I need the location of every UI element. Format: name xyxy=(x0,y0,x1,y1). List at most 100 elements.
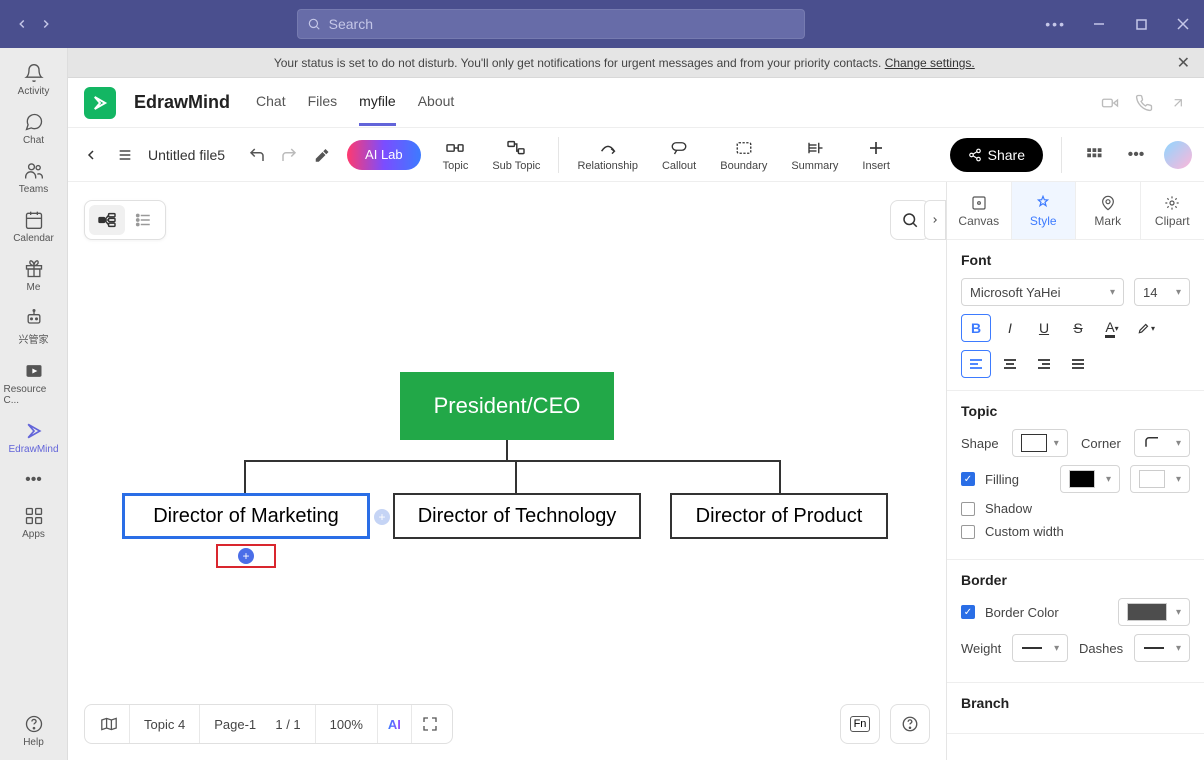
redo-button[interactable] xyxy=(275,141,303,169)
add-child-button[interactable]: + xyxy=(238,548,254,564)
border-section: Border ✓ Border Color ▾ Weight ▾ Dashes … xyxy=(947,560,1204,683)
highlight-button[interactable]: ▾ xyxy=(1131,314,1161,342)
rail-activity[interactable]: Activity xyxy=(4,58,64,101)
align-justify-button[interactable] xyxy=(1063,350,1093,378)
align-right-button[interactable] xyxy=(1029,350,1059,378)
rail-teams[interactable]: Teams xyxy=(4,156,64,199)
minimap-button[interactable] xyxy=(89,705,130,743)
tool-subtopic[interactable]: Sub Topic xyxy=(482,138,550,172)
font-family-select[interactable]: Microsoft YaHei▾ xyxy=(961,278,1124,306)
filling-color2-select[interactable]: ▾ xyxy=(1130,465,1190,493)
tab-files[interactable]: Files xyxy=(308,79,338,126)
font-size-select[interactable]: 14▾ xyxy=(1134,278,1190,306)
maximize-button[interactable] xyxy=(1132,15,1150,33)
node-director-technology[interactable]: Director of Technology xyxy=(393,493,641,539)
bell-icon xyxy=(23,62,45,84)
tab-chat[interactable]: Chat xyxy=(256,79,286,126)
mindmap-view-button[interactable] xyxy=(89,205,125,235)
bold-button[interactable]: B xyxy=(961,314,991,342)
tool-summary[interactable]: Summary xyxy=(781,138,848,172)
tool-callout[interactable]: Callout xyxy=(652,138,706,172)
status-zoom[interactable]: 100% xyxy=(316,705,378,743)
tool-boundary[interactable]: Boundary xyxy=(710,138,777,172)
plus-icon xyxy=(866,138,886,158)
nav-forward[interactable] xyxy=(36,14,56,34)
bordercolor-select[interactable]: ▾ xyxy=(1118,598,1190,626)
bordercolor-checkbox[interactable]: ✓ xyxy=(961,605,975,619)
notification-close[interactable]: ✕ xyxy=(1177,53,1190,73)
corner-select[interactable]: ▾ xyxy=(1134,429,1190,457)
rail-me[interactable]: Me xyxy=(4,254,64,297)
help-canvas-button[interactable] xyxy=(890,704,930,744)
ai-button[interactable]: AI xyxy=(378,705,412,743)
status-topic[interactable]: Topic 4 xyxy=(130,705,200,743)
dashes-select[interactable]: ▾ xyxy=(1134,634,1190,662)
notification-link[interactable]: Change settings. xyxy=(885,56,975,70)
video-icon[interactable] xyxy=(1100,93,1120,113)
share-button[interactable]: Share xyxy=(950,138,1043,172)
toolbar-more-icon[interactable]: ••• xyxy=(1122,141,1150,169)
node-director-marketing[interactable]: Director of Marketing xyxy=(122,493,370,539)
add-sibling-button[interactable]: + xyxy=(374,509,390,525)
underline-button[interactable]: U xyxy=(1029,314,1059,342)
popout-icon[interactable] xyxy=(1168,93,1188,113)
app-header: EdrawMind Chat Files myfile About xyxy=(68,78,1204,128)
phone-icon[interactable] xyxy=(1134,93,1154,113)
user-avatar[interactable] xyxy=(1164,141,1192,169)
panel-collapse-button[interactable] xyxy=(924,200,946,240)
toolbar-menu[interactable] xyxy=(114,144,136,166)
canvas[interactable]: President/CEO Director of Marketing + + … xyxy=(68,182,946,760)
rail-help[interactable]: Help xyxy=(4,709,64,752)
status-page[interactable]: Page-1 1 / 1 xyxy=(200,705,315,743)
grid-icon[interactable] xyxy=(1080,141,1108,169)
minimize-button[interactable] xyxy=(1090,15,1108,33)
font-color-button[interactable]: A▾ xyxy=(1097,314,1127,342)
rail-more[interactable]: ••• xyxy=(4,465,64,495)
italic-button[interactable]: I xyxy=(995,314,1025,342)
filling-checkbox[interactable]: ✓ xyxy=(961,472,975,486)
align-left-button[interactable] xyxy=(961,350,991,378)
search-input[interactable] xyxy=(329,16,795,32)
rail-calendar[interactable]: Calendar xyxy=(4,205,64,248)
tool-topic[interactable]: Topic xyxy=(433,138,479,172)
undo-button[interactable] xyxy=(243,141,271,169)
panel-tab-canvas[interactable]: Canvas xyxy=(947,182,1012,239)
fn-button[interactable]: Fn xyxy=(840,704,880,744)
panel-tab-style[interactable]: Style xyxy=(1012,182,1077,239)
rail-edrawmind[interactable]: EdrawMind xyxy=(4,416,64,459)
node-director-product[interactable]: Director of Product xyxy=(670,493,888,539)
rail-chat[interactable]: Chat xyxy=(4,107,64,150)
rail-xgj[interactable]: 兴管家 xyxy=(4,303,64,350)
boundary-icon xyxy=(734,138,754,158)
weight-select[interactable]: ▾ xyxy=(1012,634,1068,662)
tab-about[interactable]: About xyxy=(418,79,455,126)
node-ceo[interactable]: President/CEO xyxy=(400,372,614,440)
global-search[interactable] xyxy=(297,9,805,39)
toolbar-back[interactable] xyxy=(80,144,102,166)
chat-icon xyxy=(23,111,45,133)
tool-relationship[interactable]: Relationship xyxy=(567,138,648,172)
callout-icon xyxy=(669,138,689,158)
panel-tab-clipart[interactable]: Clipart xyxy=(1141,182,1204,239)
rail-apps[interactable]: Apps xyxy=(4,501,64,544)
tool-insert[interactable]: Insert xyxy=(852,138,900,172)
filename[interactable]: Untitled file5 xyxy=(148,147,225,163)
panel-tab-mark[interactable]: Mark xyxy=(1076,182,1141,239)
shape-select[interactable]: ▾ xyxy=(1012,429,1068,457)
align-center-button[interactable] xyxy=(995,350,1025,378)
close-button[interactable] xyxy=(1174,15,1192,33)
format-painter-button[interactable] xyxy=(307,141,335,169)
fullscreen-button[interactable] xyxy=(412,705,448,743)
rail-resource[interactable]: Resource C... xyxy=(4,356,64,410)
shape-label: Shape xyxy=(961,436,999,451)
shadow-checkbox[interactable] xyxy=(961,502,975,516)
weight-label: Weight xyxy=(961,641,1001,656)
outline-view-button[interactable] xyxy=(125,205,161,235)
customwidth-checkbox[interactable] xyxy=(961,525,975,539)
ai-lab-button[interactable]: AI Lab xyxy=(347,140,421,170)
tab-myfile[interactable]: myfile xyxy=(359,79,396,126)
strikethrough-button[interactable]: S xyxy=(1063,314,1093,342)
more-icon[interactable]: ••• xyxy=(1045,16,1066,32)
nav-back[interactable] xyxy=(12,14,32,34)
filling-color-select[interactable]: ▾ xyxy=(1060,465,1120,493)
